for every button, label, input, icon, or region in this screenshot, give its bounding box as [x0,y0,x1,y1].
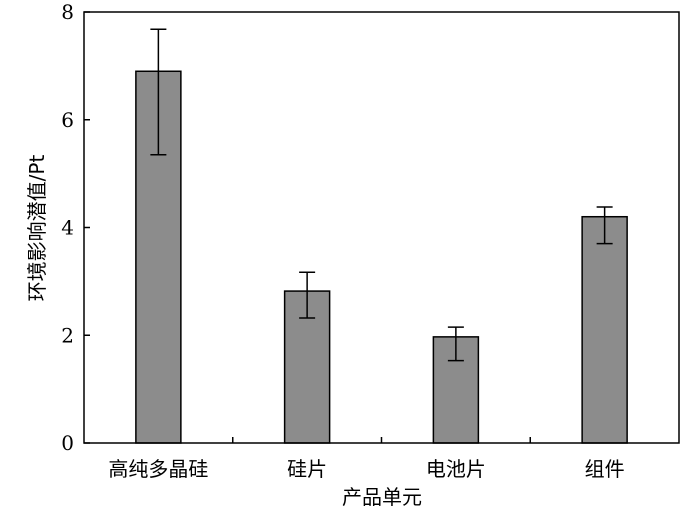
bars-layer [135,70,628,444]
x-tick-label-3: 组件 [585,457,625,481]
x-axis: 高纯多晶硅 硅片 电池片 组件 [108,437,625,481]
bar-3 [581,215,628,444]
y-tick-label-1: 2 [61,323,74,347]
y-axis: 0 2 4 6 8 [61,0,90,455]
y-axis-title: 环境影响潜值/Pt [25,155,49,302]
x-tick-label-0: 高纯多晶硅 [108,457,208,481]
y-tick-label-0: 0 [61,431,74,455]
error-bars-layer [150,28,613,362]
y-tick-label-2: 4 [61,216,74,240]
y-tick-label-3: 6 [61,108,74,132]
x-tick-label-1: 硅片 [287,457,327,481]
x-axis-title: 产品单元 [342,485,422,509]
x-tick-label-2: 电池片 [426,457,486,481]
y-tick-label-4: 8 [61,0,74,24]
